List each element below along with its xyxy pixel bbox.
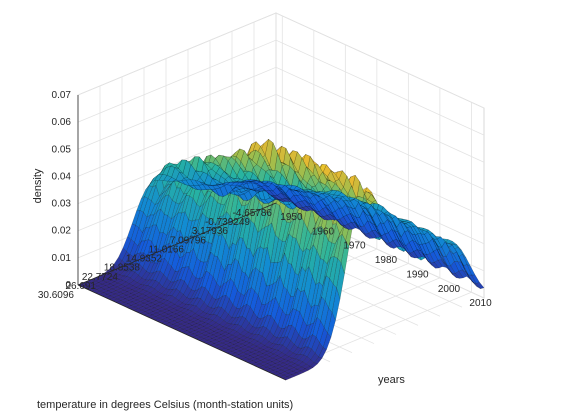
x-tick-label: 2000 <box>438 284 461 295</box>
x-tick-label: 1950 <box>280 212 303 223</box>
x-tick-label: 1960 <box>312 226 335 237</box>
z-axis-label: density <box>32 168 44 203</box>
y-tick-label: 3.17936 <box>192 226 229 237</box>
y-tick-label: 7.09796 <box>170 235 207 246</box>
x-axis-label: years <box>378 374 405 386</box>
z-tick-label: 0.07 <box>52 90 72 101</box>
y-tick-label: 14.9352 <box>126 254 163 265</box>
z-tick-label: 0.01 <box>52 253 72 264</box>
y-tick-label: -0.739249 <box>205 217 250 228</box>
axis-layer <box>77 95 287 381</box>
z-tick-label: 0.06 <box>52 117 72 128</box>
x-tick-label: 1990 <box>406 269 429 280</box>
z-tick-label: 0.04 <box>52 171 72 182</box>
y-tick-label: -4.65786 <box>233 208 273 219</box>
density-surface <box>77 138 485 381</box>
z-tick-label: 0.03 <box>52 199 72 210</box>
x-tick-label: 1970 <box>343 241 366 252</box>
y-tick-label: 11.0166 <box>149 244 185 255</box>
y-axis-label: temperature in degrees Celsius (month-st… <box>37 399 293 411</box>
z-tick-label: 0.05 <box>52 144 72 155</box>
x-tick-label: 1980 <box>375 255 398 266</box>
z-gridline <box>77 12 485 109</box>
y-tick-label: 22.7724 <box>82 272 119 283</box>
y-tick-label: 18.8538 <box>104 263 141 274</box>
x-tick-label: 2010 <box>469 298 492 309</box>
tick-labels: 0 0.01 0.02 0.03 0.04 0.05 0.06 0.07 30.609626.6… <box>38 90 492 309</box>
x-axis-line <box>77 284 287 381</box>
z-tick-label: 0 <box>65 280 71 291</box>
z-gridline <box>77 39 485 136</box>
y-axis-line <box>77 202 277 286</box>
y-tick-label: 30.6096 <box>38 290 75 301</box>
z-tick-label: 0.02 <box>52 226 72 237</box>
y-tick-label: 26.691 <box>65 281 96 292</box>
